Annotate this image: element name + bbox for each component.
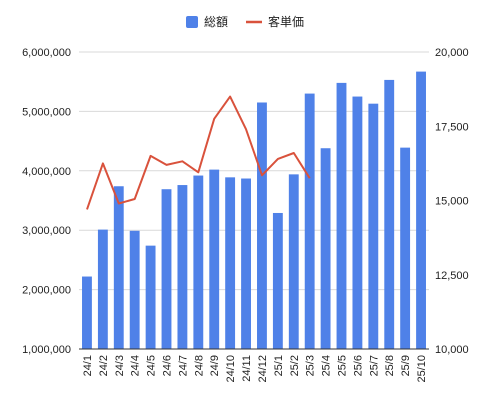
bar: [145, 245, 156, 349]
bar: [82, 276, 92, 349]
bar: [177, 185, 188, 349]
legend-label: 総額: [204, 15, 228, 29]
x-tick-label: 25/7: [368, 355, 380, 376]
x-tick-label: 25/9: [400, 355, 412, 376]
x-tick-label: 25/6: [352, 355, 364, 376]
x-tick-label: 25/10: [416, 355, 428, 383]
y-tick-label: 2,000,000: [22, 285, 71, 297]
x-tick-label: 24/1: [82, 355, 94, 376]
x-tick-label: 24/5: [146, 355, 158, 376]
y2-tick-label: 10,000: [435, 344, 469, 356]
bar: [257, 102, 267, 350]
x-tick-label: 24/2: [98, 355, 110, 376]
y2-tick-label: 17,500: [435, 121, 469, 133]
legend-label: 客単価: [268, 14, 304, 29]
bar: [225, 177, 236, 349]
x-tick-label: 25/8: [384, 355, 396, 376]
y-tick-label: 3,000,000: [22, 225, 71, 237]
axis-layer: 1,000,000 2,000,000 3,000,000 4,000,000 5,00…: [22, 47, 469, 383]
bar: [97, 229, 108, 349]
bar: [272, 212, 283, 349]
x-tick-label: 25/1: [273, 355, 285, 376]
bar: [384, 79, 395, 349]
bar: [288, 174, 299, 349]
y-tick-label: 1,000,000: [22, 344, 71, 356]
x-tick-label: 25/3: [305, 355, 317, 376]
bar-layer: [82, 71, 426, 350]
bar: [161, 189, 172, 349]
y2-tick-label: 20,000: [435, 47, 469, 59]
legend: 総額 客単価: [186, 14, 304, 29]
x-tick-label: 24/6: [162, 355, 174, 376]
bar: [320, 148, 331, 349]
x-tick-label: 24/8: [193, 355, 205, 376]
bar: [400, 147, 411, 349]
y-tick-label: 5,000,000: [22, 106, 71, 118]
legend-swatch-bar: [186, 16, 198, 28]
bar: [193, 175, 204, 349]
x-tick-label: 24/10: [225, 355, 237, 383]
x-tick-label: 25/4: [321, 355, 333, 376]
y-tick-label: 4,000,000: [22, 166, 71, 178]
x-tick-label: 24/3: [114, 355, 126, 376]
x-tick-label: 25/5: [337, 355, 349, 376]
bar: [129, 230, 140, 349]
x-tick-label: 24/11: [241, 355, 253, 382]
x-tick-label: 24/9: [209, 355, 221, 376]
bar: [113, 186, 124, 349]
bar: [352, 96, 363, 349]
y2-tick-label: 12,500: [435, 270, 469, 282]
x-tick-label: 24/7: [177, 355, 189, 376]
bar: [336, 82, 347, 349]
line-layer: [86, 95, 311, 210]
x-tick-label: 24/4: [130, 355, 142, 376]
bar: [368, 103, 379, 349]
bar: [416, 71, 426, 350]
bar: [241, 178, 251, 349]
line-series-客単価: [86, 95, 311, 210]
bar: [209, 169, 220, 349]
bar: [304, 93, 315, 349]
y-tick-label: 6,000,000: [22, 47, 71, 59]
x-tick-label: 25/2: [289, 355, 301, 376]
x-tick-label: 24/12: [257, 355, 269, 383]
y2-tick-label: 15,000: [435, 196, 469, 208]
